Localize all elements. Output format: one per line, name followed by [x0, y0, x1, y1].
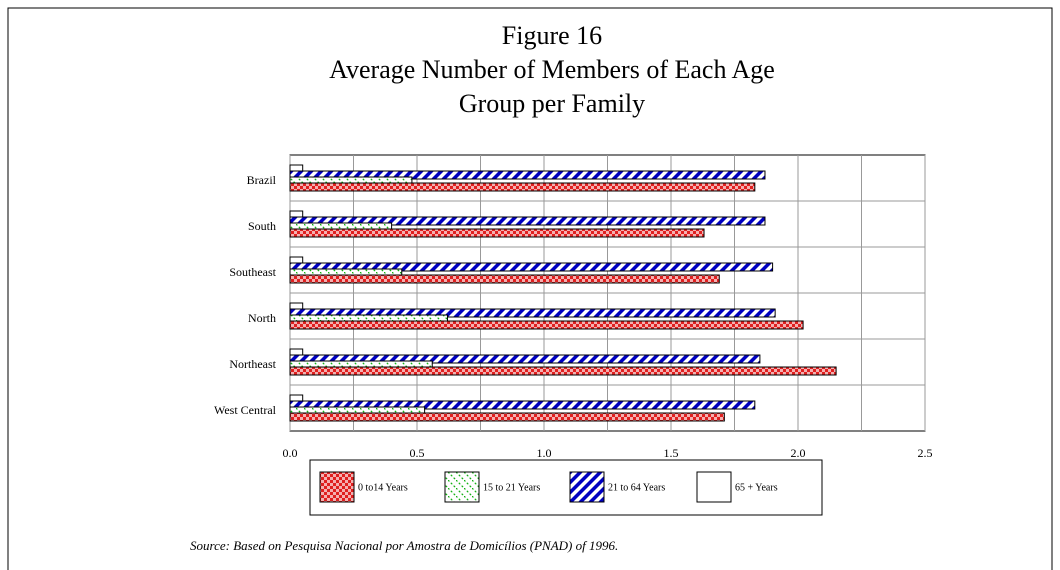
chart-title: Group per Family: [459, 89, 645, 118]
frame: [7, 7, 1053, 570]
legend-swatch: [444, 471, 480, 503]
bar: [289, 262, 774, 272]
bar: [289, 182, 756, 192]
bar: [289, 400, 756, 410]
legend-swatch: [569, 471, 605, 503]
bar: [289, 320, 804, 330]
x-tick-label: 2.0: [791, 446, 806, 460]
legend-label: 15 to 21 Years: [483, 482, 540, 493]
bar: [289, 228, 705, 238]
bar: [289, 170, 766, 180]
y-tick-label: Southeast: [229, 265, 276, 279]
bar: [289, 412, 725, 422]
legend-box: [309, 459, 823, 516]
y-tick-label: South: [248, 219, 276, 233]
chart-title: Figure 16: [502, 21, 602, 50]
y-tick-label: North: [248, 311, 276, 325]
x-tick-label: 0.0: [283, 446, 298, 460]
y-tick-label: Brazil: [247, 173, 277, 187]
y-tick-label: West Central: [214, 403, 277, 417]
legend-label: 65 + Years: [735, 482, 778, 493]
x-tick-label: 2.5: [918, 446, 933, 460]
chart-title: Average Number of Members of Each Age: [329, 55, 775, 84]
x-tick-label: 1.5: [664, 446, 679, 460]
legend-label: 0 to14 Years: [358, 482, 408, 493]
bar: [289, 274, 720, 284]
legend-swatch: [696, 471, 732, 503]
bar: [289, 216, 766, 226]
bar: [289, 354, 761, 364]
y-tick-label: Northeast: [229, 357, 276, 371]
legend-label: 21 to 64 Years: [608, 482, 665, 493]
legend-swatch: [319, 471, 355, 503]
x-tick-label: 1.0: [537, 446, 552, 460]
bar: [289, 366, 837, 376]
source-note: Source: Based on Pesquisa Nacional por A…: [190, 538, 618, 553]
x-tick-label: 0.5: [410, 446, 425, 460]
bar: [289, 308, 776, 318]
